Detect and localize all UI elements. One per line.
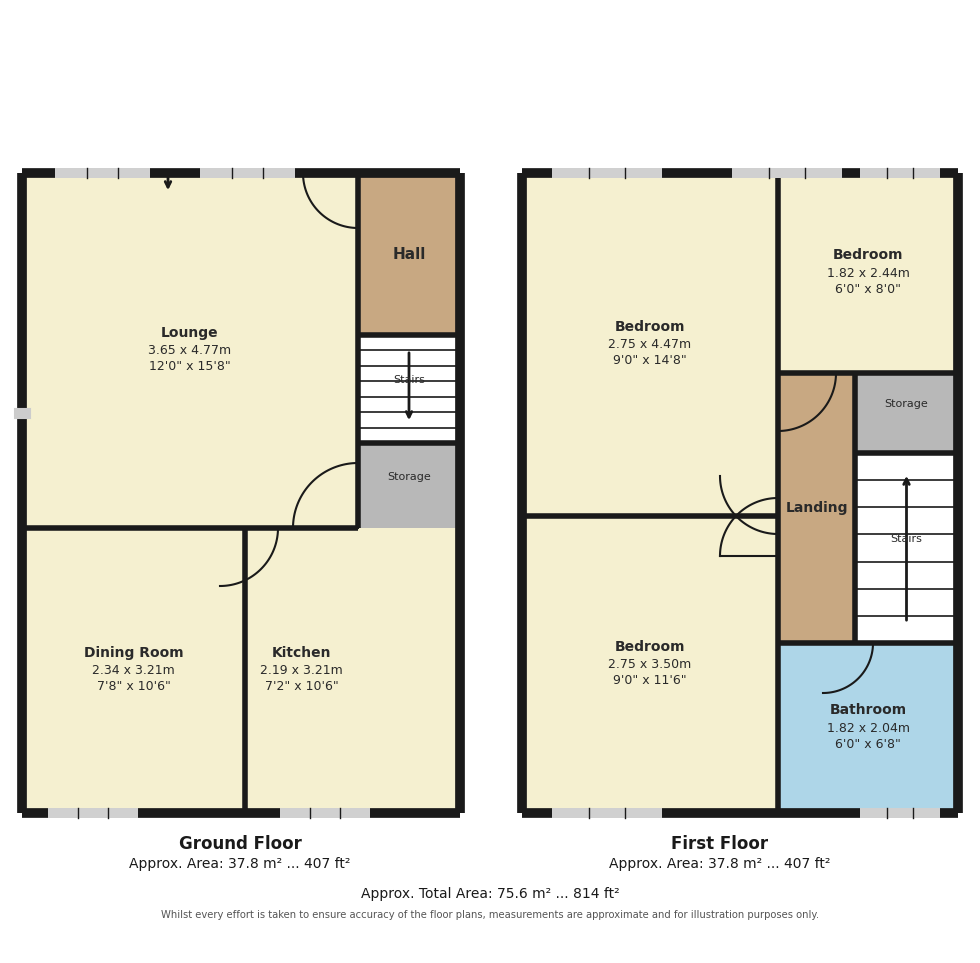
Text: 9'0" x 11'6": 9'0" x 11'6" xyxy=(613,674,687,687)
Text: Dining Room: Dining Room xyxy=(83,645,183,660)
Text: Storage: Storage xyxy=(885,399,928,409)
Bar xyxy=(245,528,460,813)
Bar xyxy=(358,335,460,443)
Bar xyxy=(778,173,958,373)
Bar xyxy=(855,373,958,453)
Bar xyxy=(522,516,778,813)
Bar xyxy=(860,808,940,818)
Bar xyxy=(200,168,295,178)
Bar xyxy=(48,808,138,818)
Text: 3.65 x 4.77m: 3.65 x 4.77m xyxy=(148,344,231,357)
Text: Whilst every effort is taken to ensure accuracy of the floor plans, measurements: Whilst every effort is taken to ensure a… xyxy=(161,910,819,920)
Text: 12'0" x 15'8": 12'0" x 15'8" xyxy=(149,360,231,373)
Bar xyxy=(358,443,460,528)
Text: Stairs: Stairs xyxy=(393,375,425,385)
Text: Approx. Total Area: 75.6 m² ... 814 ft²: Approx. Total Area: 75.6 m² ... 814 ft² xyxy=(361,887,619,901)
Text: Ground Floor: Ground Floor xyxy=(178,835,302,853)
Text: 1.82 x 2.44m: 1.82 x 2.44m xyxy=(826,267,909,279)
Bar xyxy=(22,173,358,528)
Text: Storage: Storage xyxy=(387,472,431,482)
Text: 2.34 x 3.21m: 2.34 x 3.21m xyxy=(92,664,174,677)
Text: 6'0" x 6'8": 6'0" x 6'8" xyxy=(835,738,901,750)
Bar xyxy=(860,168,940,178)
Text: Approx. Area: 37.8 m² ... 407 ft²: Approx. Area: 37.8 m² ... 407 ft² xyxy=(610,857,831,871)
Text: 6'0" x 8'0": 6'0" x 8'0" xyxy=(835,282,901,296)
Text: 2.75 x 4.47m: 2.75 x 4.47m xyxy=(609,338,692,351)
Text: 1.82 x 2.04m: 1.82 x 2.04m xyxy=(826,721,909,735)
Bar xyxy=(552,168,662,178)
Text: Bedroom: Bedroom xyxy=(614,639,685,654)
Bar xyxy=(778,643,958,813)
Text: Hall: Hall xyxy=(392,247,425,262)
Text: Landing: Landing xyxy=(785,501,848,515)
Bar xyxy=(358,173,460,335)
Bar xyxy=(55,168,150,178)
Bar xyxy=(552,808,662,818)
Text: 9'0" x 14'8": 9'0" x 14'8" xyxy=(613,354,687,367)
Text: Approx. Area: 37.8 m² ... 407 ft²: Approx. Area: 37.8 m² ... 407 ft² xyxy=(129,857,351,871)
Text: First Floor: First Floor xyxy=(671,835,768,853)
Text: Bedroom: Bedroom xyxy=(833,248,904,262)
Text: 7'2" x 10'6": 7'2" x 10'6" xyxy=(265,680,338,693)
Text: 2.19 x 3.21m: 2.19 x 3.21m xyxy=(260,664,343,677)
Bar xyxy=(732,168,842,178)
Bar xyxy=(22,528,245,813)
Bar xyxy=(280,808,370,818)
Bar xyxy=(855,453,958,643)
Text: Stairs: Stairs xyxy=(891,534,922,544)
Text: Kitchen: Kitchen xyxy=(271,645,331,660)
Text: Lounge: Lounge xyxy=(161,325,219,340)
Text: 7'8" x 10'6": 7'8" x 10'6" xyxy=(97,680,171,693)
Text: Bedroom: Bedroom xyxy=(614,320,685,333)
Bar xyxy=(522,173,778,516)
Text: Bathroom: Bathroom xyxy=(829,703,906,717)
Bar xyxy=(778,373,855,643)
Text: 2.75 x 3.50m: 2.75 x 3.50m xyxy=(609,658,692,671)
